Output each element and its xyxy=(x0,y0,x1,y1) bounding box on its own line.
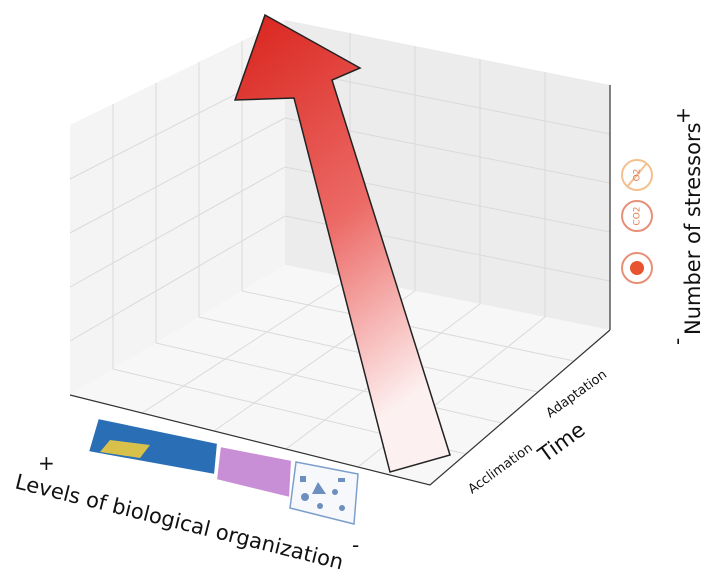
plus-sign: + xyxy=(38,451,55,475)
plus-sign: + xyxy=(675,103,692,127)
stressor-icons: O2 CO2 xyxy=(622,160,652,283)
icon-label: CO2 xyxy=(633,206,643,225)
icon-label: O2 xyxy=(633,169,643,182)
sun-core xyxy=(630,261,644,275)
diagram: O2 CO2 + Levels of biological organizati… xyxy=(0,0,718,584)
axis-label: Number of stressors xyxy=(681,122,705,335)
minus-sign: - xyxy=(352,533,359,557)
tissue-photo xyxy=(216,446,292,498)
tick-label: Acclimation xyxy=(466,441,536,498)
axis-label: Time xyxy=(533,417,590,467)
minus-sign: - xyxy=(665,338,689,345)
